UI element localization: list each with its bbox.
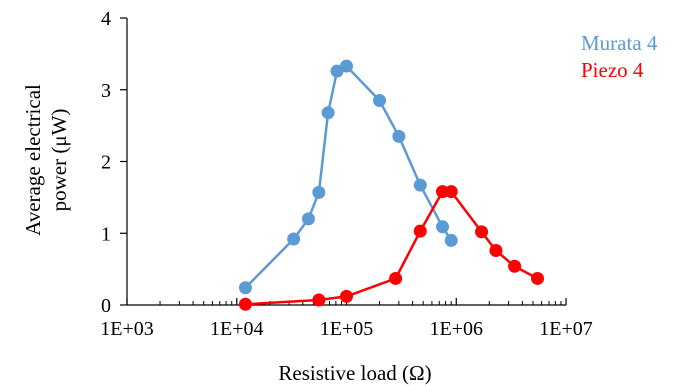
- y-axis-title: Average electrical power (μW): [21, 84, 71, 236]
- series-layer: [238, 59, 545, 311]
- y-axis-title-line-1: Average electrical: [21, 84, 45, 236]
- x-tick-label: 1E+06: [430, 318, 484, 340]
- x-tick-label: 1E+03: [100, 318, 154, 340]
- data-point: [238, 281, 252, 295]
- data-point: [312, 185, 326, 199]
- data-point: [392, 129, 406, 143]
- series-line: [244, 64, 453, 289]
- data-point: [301, 212, 315, 226]
- data-point: [389, 271, 403, 285]
- x-tick-label: 1E+07: [539, 318, 593, 340]
- x-axis-title: Resistive load (Ω): [278, 361, 431, 385]
- data-point: [436, 220, 450, 234]
- series-1: [238, 59, 458, 295]
- data-point: [413, 178, 427, 192]
- data-point: [340, 59, 353, 73]
- data-point: [508, 259, 522, 273]
- data-point: [444, 233, 458, 247]
- data-point: [531, 271, 545, 285]
- legend: Murata 4 Piezo 4: [581, 31, 658, 82]
- legend-label: Piezo 4: [581, 58, 644, 82]
- y-ticks: 0 1 2 3 4: [101, 8, 127, 317]
- data-point: [312, 293, 326, 307]
- data-point: [287, 232, 301, 246]
- y-axis-title-line-2: power (μW): [47, 109, 71, 212]
- y-tick-label: 2: [101, 152, 111, 174]
- x-ticks: 1E+03 1E+04 1E+05 1E+06 1E+07: [100, 298, 593, 340]
- y-tick-label: 3: [101, 80, 111, 102]
- y-tick-label: 4: [101, 8, 111, 30]
- x-tick-label: 1E+04: [210, 318, 264, 340]
- data-point: [238, 297, 252, 311]
- legend-label: Murata 4: [581, 31, 658, 55]
- plot-area: 1E+03 1E+04 1E+05 1E+06 1E+07 0 1 2 3 4: [100, 8, 593, 340]
- y-tick-label: 1: [101, 223, 111, 245]
- data-point: [321, 106, 335, 120]
- data-point: [340, 289, 353, 303]
- data-point: [373, 94, 387, 108]
- y-tick-label: 0: [101, 295, 111, 317]
- series-2: [238, 185, 545, 311]
- data-point: [489, 243, 503, 257]
- x-tick-label: 1E+05: [320, 318, 374, 340]
- data-point: [413, 224, 427, 238]
- data-point: [475, 225, 489, 239]
- data-point: [444, 185, 458, 199]
